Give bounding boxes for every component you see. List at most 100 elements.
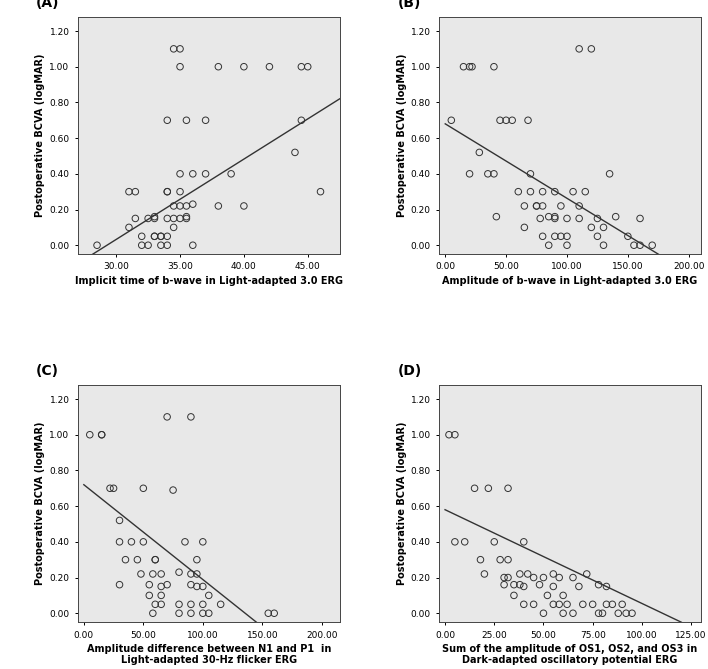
- Point: [136, 240, 147, 251]
- Point: [593, 579, 604, 590]
- Point: [506, 115, 518, 126]
- Point: [525, 187, 536, 197]
- Point: [296, 62, 307, 72]
- Point: [567, 187, 578, 197]
- Point: [136, 231, 147, 242]
- Point: [149, 231, 160, 242]
- Point: [549, 213, 561, 224]
- Point: [601, 581, 612, 592]
- Text: (D): (D): [397, 364, 421, 377]
- Point: [547, 581, 559, 592]
- Point: [449, 537, 460, 547]
- Point: [542, 590, 553, 601]
- Point: [513, 187, 524, 197]
- Point: [104, 483, 115, 494]
- Point: [610, 211, 622, 222]
- Point: [443, 429, 455, 440]
- Point: [191, 555, 202, 565]
- Point: [555, 231, 566, 242]
- Point: [296, 115, 307, 126]
- Point: [469, 483, 480, 494]
- Point: [137, 483, 149, 494]
- Text: (C): (C): [36, 364, 59, 377]
- Point: [549, 231, 561, 242]
- Point: [197, 599, 208, 609]
- Point: [114, 579, 125, 590]
- Point: [174, 169, 185, 179]
- Point: [561, 213, 573, 224]
- Point: [491, 211, 502, 222]
- Point: [167, 485, 178, 496]
- Point: [561, 231, 573, 242]
- Point: [142, 213, 154, 224]
- Point: [503, 572, 514, 583]
- Point: [156, 590, 167, 601]
- Point: [531, 201, 542, 211]
- Point: [479, 569, 490, 579]
- Point: [549, 211, 561, 222]
- Point: [91, 240, 103, 251]
- Point: [173, 599, 185, 609]
- Point: [203, 608, 215, 619]
- Point: [174, 43, 185, 54]
- Point: [501, 115, 512, 126]
- Point: [587, 599, 598, 609]
- Point: [586, 222, 597, 233]
- Point: [185, 411, 197, 422]
- Point: [96, 429, 108, 440]
- Point: [155, 231, 166, 242]
- Point: [592, 213, 603, 224]
- Point: [538, 572, 549, 583]
- Point: [173, 608, 185, 619]
- Text: (B): (B): [397, 0, 421, 9]
- Point: [514, 569, 525, 579]
- Point: [168, 43, 179, 54]
- Point: [302, 62, 314, 72]
- Point: [531, 201, 542, 211]
- Point: [185, 608, 197, 619]
- Point: [212, 62, 224, 72]
- Point: [315, 187, 326, 197]
- Point: [142, 240, 154, 251]
- Point: [617, 599, 628, 609]
- Point: [173, 567, 185, 577]
- Point: [519, 222, 530, 233]
- Point: [200, 169, 211, 179]
- Point: [156, 599, 167, 609]
- Point: [573, 213, 585, 224]
- Point: [503, 555, 514, 565]
- Point: [187, 199, 198, 209]
- Point: [498, 579, 510, 590]
- Point: [547, 569, 559, 579]
- Point: [567, 572, 578, 583]
- Point: [483, 483, 494, 494]
- Point: [181, 211, 192, 222]
- Point: [543, 240, 554, 251]
- Point: [482, 169, 493, 179]
- Point: [535, 213, 546, 224]
- Point: [627, 608, 638, 619]
- Point: [187, 240, 198, 251]
- Point: [123, 187, 135, 197]
- Point: [181, 115, 192, 126]
- Point: [445, 115, 457, 126]
- Text: (A): (A): [36, 0, 59, 9]
- Point: [538, 608, 549, 619]
- Point: [557, 608, 569, 619]
- Point: [144, 579, 155, 590]
- Point: [130, 187, 141, 197]
- Point: [519, 201, 530, 211]
- Point: [634, 240, 646, 251]
- Point: [537, 201, 548, 211]
- Point: [607, 599, 618, 609]
- Point: [474, 147, 485, 158]
- Y-axis label: Postoperative BCVA (logMAR): Postoperative BCVA (logMAR): [35, 421, 45, 585]
- Point: [161, 411, 173, 422]
- Point: [557, 590, 569, 601]
- Point: [467, 62, 478, 72]
- Point: [174, 187, 185, 197]
- Point: [149, 213, 160, 224]
- Point: [191, 581, 202, 592]
- Point: [554, 599, 565, 609]
- Point: [123, 222, 135, 233]
